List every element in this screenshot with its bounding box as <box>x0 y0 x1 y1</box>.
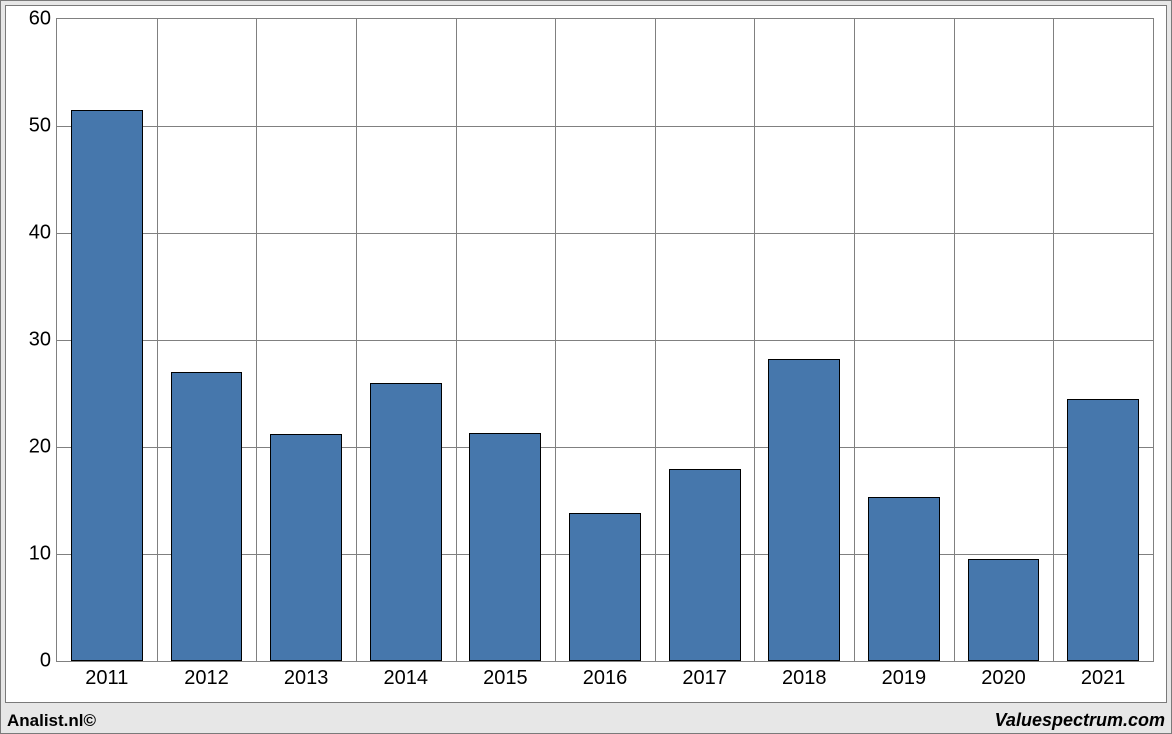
y-axis-tick-label: 20 <box>29 436 57 459</box>
bar <box>868 497 940 661</box>
y-axis-tick-label: 60 <box>29 8 57 31</box>
y-axis-tick-label: 0 <box>40 650 57 673</box>
x-axis-tick-label: 2015 <box>483 661 528 690</box>
footer: Analist.nl© Valuespectrum.com <box>5 707 1167 731</box>
x-axis-tick-label: 2019 <box>882 661 927 690</box>
x-axis-tick-label: 2012 <box>184 661 229 690</box>
y-axis-tick-label: 30 <box>29 329 57 352</box>
x-axis-tick-label: 2017 <box>682 661 727 690</box>
bar <box>669 469 741 661</box>
bar <box>968 559 1040 661</box>
footer-left-text: Analist.nl© <box>7 711 96 731</box>
x-axis-tick-label: 2014 <box>383 661 428 690</box>
x-axis-tick-label: 2020 <box>981 661 1026 690</box>
gridline-vertical <box>555 19 556 661</box>
bar <box>469 433 541 661</box>
y-axis-tick-label: 50 <box>29 115 57 138</box>
gridline-horizontal <box>57 126 1153 127</box>
bar <box>768 359 840 661</box>
bar <box>1067 399 1139 661</box>
x-axis-tick-label: 2016 <box>583 661 628 690</box>
gridline-vertical <box>854 19 855 661</box>
gridline-vertical <box>1053 19 1054 661</box>
x-axis-tick-label: 2011 <box>85 661 128 690</box>
bar <box>270 434 342 661</box>
plot-area: 0102030405060201120122013201420152016201… <box>56 18 1154 662</box>
bar <box>569 513 641 661</box>
bar <box>370 383 442 661</box>
gridline-horizontal <box>57 233 1153 234</box>
gridline-vertical <box>456 19 457 661</box>
y-axis-tick-label: 40 <box>29 222 57 245</box>
gridline-vertical <box>356 19 357 661</box>
x-axis-tick-label: 2018 <box>782 661 827 690</box>
y-axis-tick-label: 10 <box>29 543 57 566</box>
gridline-vertical <box>655 19 656 661</box>
gridline-vertical <box>754 19 755 661</box>
gridline-vertical <box>954 19 955 661</box>
gridline-vertical <box>256 19 257 661</box>
x-axis-tick-label: 2013 <box>284 661 329 690</box>
x-axis-tick-label: 2021 <box>1081 661 1126 690</box>
chart-container: 0 10 20 30 40 50 60 2011 2012 2013 2014 2015 2016 201… <box>0 0 1172 734</box>
gridline-horizontal <box>57 340 1153 341</box>
footer-right-text: Valuespectrum.com <box>995 710 1165 731</box>
bar <box>171 372 243 661</box>
chart-panel: 0 10 20 30 40 50 60 2011 2012 2013 2014 2015 2016 201… <box>5 5 1167 703</box>
gridline-vertical <box>157 19 158 661</box>
bar <box>71 110 143 661</box>
